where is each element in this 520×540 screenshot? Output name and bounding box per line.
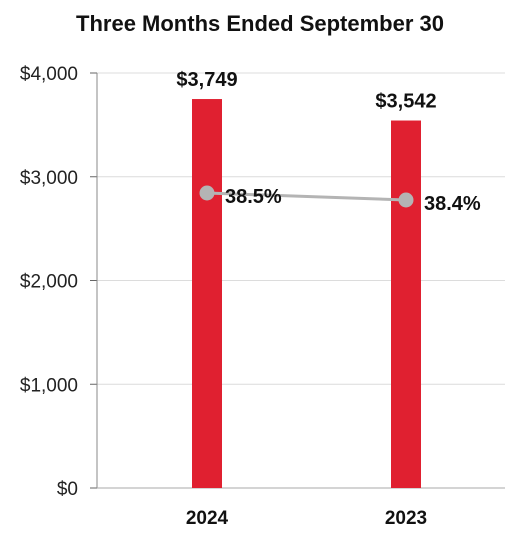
data-labels: $3,749 $3,542 38.5% 38.4% (176, 69, 481, 215)
bar-series (192, 99, 421, 488)
chart-title: Three Months Ended September 30 (76, 11, 444, 36)
x-tick-label: 2023 (385, 508, 427, 529)
gridlines (97, 72, 505, 385)
bar (192, 99, 222, 488)
y-tick-label: $4,000 (20, 64, 78, 85)
bar (391, 120, 421, 488)
ratio-line-series (199, 185, 414, 208)
ratio-line (206, 191, 407, 202)
y-tick-label: $1,000 (20, 375, 78, 396)
ratio-point (199, 185, 215, 201)
ratio-point (398, 192, 414, 208)
axes: $0 $1,000 $2,000 $3,000 $4,000 2024 2023 (20, 64, 505, 529)
bar-value-label: $3,542 (375, 91, 436, 113)
y-tick-label: $2,000 (20, 272, 78, 293)
ratio-value-label: 38.4% (424, 193, 481, 215)
x-tick-label: 2024 (186, 508, 229, 529)
y-tick-label: $0 (57, 479, 78, 500)
bar-value-label: $3,749 (176, 69, 237, 91)
y-tick-label: $3,000 (20, 168, 78, 189)
ratio-value-label: 38.5% (225, 186, 282, 208)
